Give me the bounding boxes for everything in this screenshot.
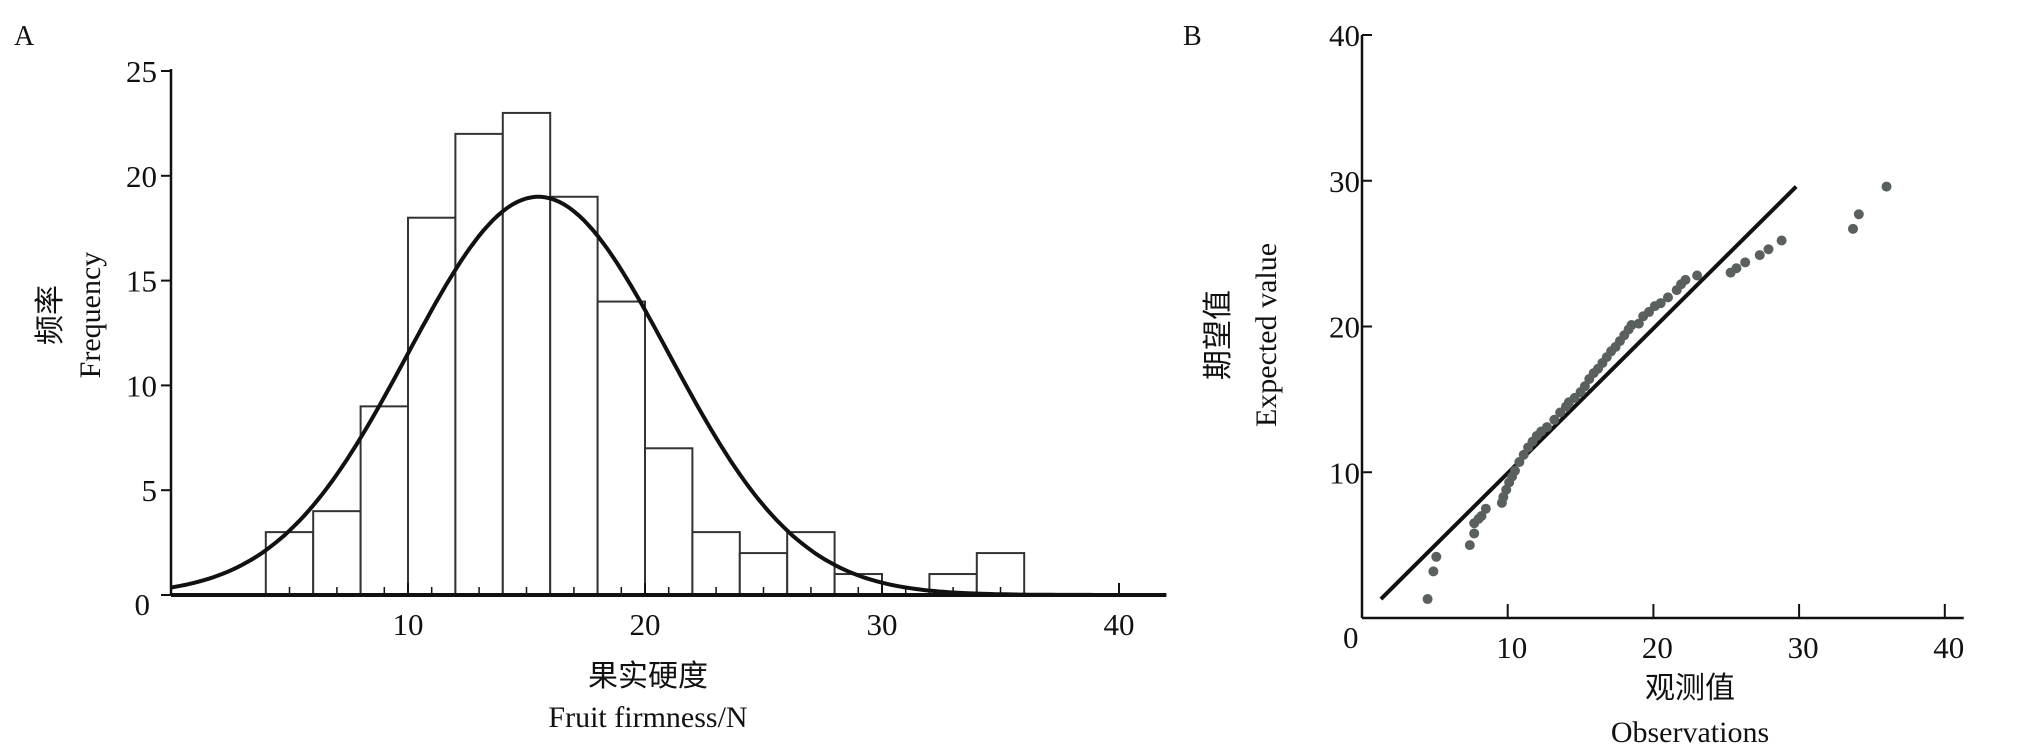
y-tick-label: 10 [1329, 455, 1360, 490]
scatter-point [1428, 566, 1439, 577]
scatter-point [1740, 257, 1751, 268]
x-tick-label: 20 [630, 607, 661, 642]
x-tick-label: 30 [867, 607, 898, 642]
scatter-point [1633, 318, 1644, 329]
scatter-points [1422, 181, 1892, 605]
scatter-point [1655, 298, 1666, 309]
scatter-point [1422, 594, 1433, 605]
scatter-point [1518, 449, 1529, 460]
histogram-panel: A 0 5 10 15 20 25 10 20 30 40 果实硬度 Fruit firmness… [14, 21, 1167, 734]
scatter-point [1731, 263, 1742, 274]
x-tick-label: 40 [1933, 630, 1964, 665]
scatter-point [1509, 465, 1520, 476]
x-tick-label: 10 [1496, 630, 1527, 665]
scatter-point [1549, 414, 1560, 425]
histogram-bar [501, 111, 552, 596]
y-tick-label: 5 [142, 473, 158, 508]
reference-line [1379, 185, 1798, 601]
panel-label-a: A [14, 21, 35, 52]
scatter-point [1431, 551, 1442, 562]
scatter-point [1776, 235, 1787, 246]
y-tick-label: 40 [1329, 18, 1360, 53]
scatter-point [1853, 209, 1864, 220]
panel-label-b: B [1183, 21, 1202, 52]
axes: 0 5 10 15 20 25 10 20 30 40 [126, 54, 1167, 642]
x-tick-label: 40 [1104, 607, 1135, 642]
scatter-point [1476, 510, 1487, 521]
histogram-bars [264, 111, 1026, 597]
histogram-bar [644, 447, 694, 596]
y-tick-label: 0 [135, 587, 151, 622]
y-tick-label: 15 [126, 264, 157, 299]
histogram-bar [454, 132, 504, 596]
x-axis-label: Fruit firmness/N [548, 701, 747, 734]
scatter-point [1754, 250, 1765, 261]
scatter-point [1680, 274, 1691, 285]
histogram-bar [596, 300, 646, 596]
x-axis-label-cn: 观测值 [1645, 672, 1735, 705]
scatter-point [1692, 270, 1703, 281]
y-axis-label-cn: 频率 [34, 285, 67, 345]
y-tick-label: 20 [126, 159, 157, 194]
scatter-point [1542, 422, 1553, 433]
y-axis-label: Expected value [1250, 243, 1283, 427]
scatter-point [1480, 503, 1491, 514]
histogram-bar [359, 405, 410, 596]
histogram-bar [407, 216, 457, 596]
y-axis-label-cn: 期望值 [1202, 290, 1235, 380]
scatter-point [1469, 528, 1480, 539]
y-tick-label: 30 [1329, 164, 1360, 199]
y-tick-label: 20 [1329, 310, 1360, 345]
x-tick-label: 30 [1788, 630, 1819, 665]
scatter-point [1514, 457, 1525, 468]
scatter-point [1848, 223, 1859, 234]
histogram-bar [691, 531, 741, 596]
scatter-point [1579, 381, 1590, 392]
y-tick-label: 25 [126, 54, 157, 89]
x-tick-label: 20 [1642, 630, 1673, 665]
histogram-bar [312, 510, 362, 596]
y-axis-label: Frequency [74, 252, 107, 379]
x-axis-label-cn: 果实硬度 [588, 660, 708, 693]
histogram-bar [549, 195, 599, 596]
scatter-point [1662, 292, 1673, 303]
x-tick-label: 10 [393, 607, 424, 642]
histogram-bar [786, 531, 836, 596]
histogram-bar [264, 531, 315, 596]
scatter-point [1881, 181, 1892, 192]
scatter-point [1763, 244, 1774, 255]
scatter-point [1464, 540, 1475, 551]
y-tick-label: 10 [126, 368, 157, 403]
origin-tick-label: 0 [1343, 620, 1359, 655]
x-axis-label: Observations [1611, 716, 1769, 749]
axes: 10 20 30 40 10 20 30 40 [1329, 18, 1964, 665]
